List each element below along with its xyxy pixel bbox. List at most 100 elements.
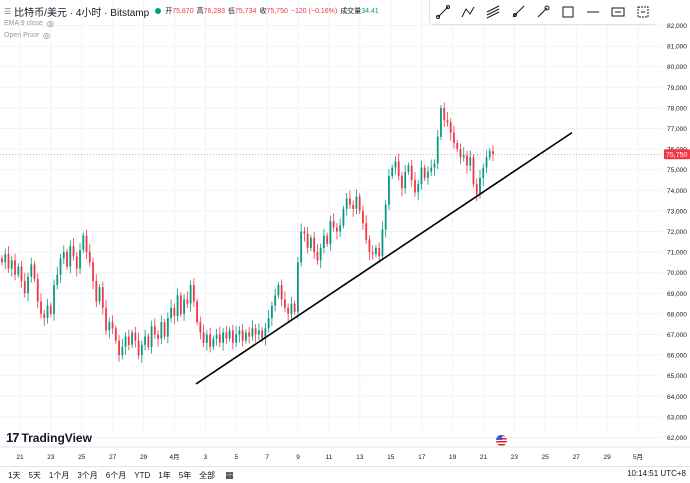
range-all[interactable]: 全部 <box>199 470 216 480</box>
price-tick-label: 71,000 <box>667 250 687 257</box>
candle-body <box>53 285 55 314</box>
candle-body <box>251 328 254 337</box>
candle-body <box>326 235 329 244</box>
candle-body <box>310 237 312 248</box>
candle-body <box>124 336 127 347</box>
candle-body <box>75 256 78 269</box>
candle-body <box>40 301 42 314</box>
candle-body <box>66 252 68 267</box>
candle-body <box>36 278 39 302</box>
candle-body <box>293 303 296 312</box>
candle-body <box>287 307 290 314</box>
price-tick-label: 65,000 <box>667 373 687 380</box>
candle-body <box>173 307 176 316</box>
trend-line[interactable] <box>195 131 573 385</box>
candle-body <box>339 225 342 232</box>
parallel-channel-tool[interactable] <box>480 1 505 23</box>
candle-body <box>368 239 371 253</box>
market-status-icon <box>155 8 162 14</box>
brush-icon <box>537 5 549 18</box>
price-tick-label: 72,000 <box>667 229 687 236</box>
candle-body <box>205 334 208 343</box>
candlestick-chart[interactable]: 62,000 63,000 64,000 65,000 66,000 67,000 68,0… <box>0 0 690 466</box>
candle-body <box>23 280 26 294</box>
price-tick-label: 68,000 <box>667 311 687 318</box>
symbol-list-icon[interactable]: ☰ <box>4 6 12 16</box>
candle-body <box>417 184 420 193</box>
horizontal-line-tool[interactable] <box>580 1 605 23</box>
candle-body <box>101 287 104 308</box>
drawing-toolbar <box>429 0 655 25</box>
polyline-tool[interactable] <box>455 1 480 23</box>
bottom-bar: 1天 5天 1个月 3个月 6个月 YTD 1年 5年 全部 ▦ 10:14:5… <box>0 466 690 483</box>
candle-body <box>192 285 195 302</box>
candle-body <box>319 247 322 261</box>
candle-body <box>157 334 159 339</box>
brush-tool[interactable] <box>530 1 555 23</box>
price-tick-label: 69,000 <box>667 291 687 298</box>
candle-body <box>140 344 143 356</box>
candle-body <box>131 332 133 345</box>
candle-body <box>336 227 338 232</box>
clock[interactable]: 10:14:51 UTC+8 <box>627 469 686 478</box>
rectangle-tool[interactable] <box>555 1 580 23</box>
candle-body <box>79 250 81 269</box>
candles <box>1 102 494 364</box>
eye-icon[interactable]: ◎ <box>46 19 54 28</box>
change-value: −120 (−0.16%) <box>290 7 338 15</box>
candle-body <box>423 167 426 178</box>
text-icon <box>611 7 624 17</box>
candle-body <box>433 163 436 168</box>
candle-body <box>238 330 241 335</box>
indicator-open-price[interactable]: Open Price ◎ <box>4 31 50 40</box>
open-value: 开75,870 <box>165 8 194 15</box>
candle-body <box>108 322 111 331</box>
candle-body <box>199 322 202 333</box>
range-1m[interactable]: 1个月 <box>48 470 70 480</box>
text-tool[interactable] <box>605 1 630 23</box>
candle-body <box>160 322 163 339</box>
ray-icon <box>512 5 524 18</box>
candle-body <box>280 285 283 300</box>
price-axis: 62,000 63,000 64,000 65,000 66,000 67,000 68,0… <box>667 23 687 442</box>
candle-body <box>222 332 225 343</box>
indicator-ema[interactable]: EMA 9 close ◎ <box>4 19 54 28</box>
candle-body <box>121 346 124 356</box>
candle-body <box>27 276 29 294</box>
close-value: 收75,750 <box>259 8 288 15</box>
price-tick-label: 67,000 <box>667 332 687 339</box>
range-3m[interactable]: 3个月 <box>77 470 98 480</box>
time-tick-label: 11 <box>326 454 333 461</box>
eye-icon[interactable]: ◎ <box>43 31 51 40</box>
polyline-icon <box>461 6 474 18</box>
time-tick-label: 13 <box>356 454 364 461</box>
calendar-icon[interactable]: ▦ <box>225 469 234 480</box>
symbol-name[interactable]: 比特币/美元 · 4小时 · Bitstamp <box>14 7 150 19</box>
measure-icon <box>637 6 648 18</box>
horizontal-line-icon <box>586 11 599 13</box>
candle-body <box>365 223 368 240</box>
candle-body <box>228 330 231 339</box>
indicator-ema-label: EMA 9 close <box>4 20 43 27</box>
candle-body <box>62 252 65 259</box>
candle-body <box>404 171 407 189</box>
measure-tool[interactable] <box>630 1 655 23</box>
range-5d[interactable]: 5天 <box>28 470 41 480</box>
ray-tool[interactable] <box>505 1 530 23</box>
candle-body <box>316 252 319 261</box>
candle-body <box>244 332 247 341</box>
range-1y[interactable]: 1年 <box>158 470 171 480</box>
range-1d[interactable]: 1天 <box>8 470 21 480</box>
candle-body <box>414 180 416 193</box>
candle-body <box>7 254 10 269</box>
candle-body <box>231 330 234 343</box>
range-6m[interactable]: 6个月 <box>105 470 127 480</box>
candle-body <box>88 252 91 263</box>
range-5y[interactable]: 5年 <box>178 470 192 480</box>
range-ytd[interactable]: YTD <box>134 470 151 480</box>
candle-body <box>313 237 316 253</box>
candle-body <box>407 165 410 172</box>
trend-line-tool[interactable] <box>430 1 455 23</box>
us-flag-icon[interactable] <box>496 435 507 446</box>
candle-body <box>183 299 185 314</box>
